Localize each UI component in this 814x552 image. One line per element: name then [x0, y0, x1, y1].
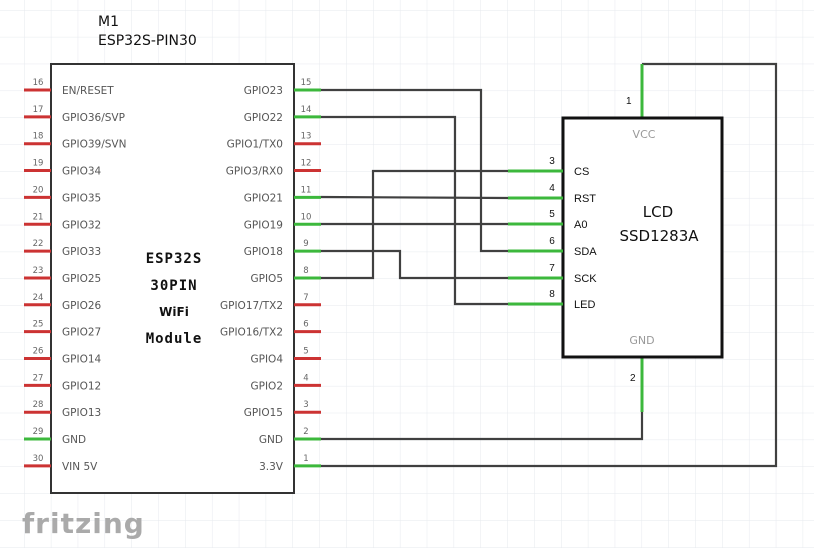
lcd-part: SSD1283A — [619, 227, 699, 245]
esp-pin-label: GPIO17/TX2 — [220, 300, 283, 312]
esp-pin-label: GPIO32 — [62, 219, 101, 231]
esp-pin-number: 22 — [33, 239, 44, 249]
esp-pin-number: 17 — [33, 105, 44, 115]
esp-pin-number: 14 — [301, 105, 312, 115]
esp-pin-label: GPIO39/SVN — [62, 139, 126, 151]
module-body — [50, 63, 295, 494]
esp-pin-number: 30 — [33, 454, 44, 464]
module-body-line-2: 30PIN — [150, 278, 197, 294]
esp-pin-number: 10 — [301, 212, 312, 222]
esp-pin-label: GPIO13 — [62, 407, 101, 419]
lcd-pin-number: 7 — [549, 263, 555, 274]
esp-pin-number: 29 — [33, 427, 44, 437]
esp-pin-number: 26 — [33, 347, 44, 357]
esp-pin-number: 18 — [33, 132, 44, 142]
esp-pin-label: GPIO26 — [62, 300, 102, 312]
esp-pin-number: 21 — [33, 212, 44, 222]
lcd-pin-label: LED — [574, 299, 595, 311]
esp-pin-label: GPIO16/TX2 — [220, 327, 283, 339]
lcd-module[interactable]: 1 2 VCC GND LCD SSD1283A 3 CS 4 RST 5 A0 6 SDA 7… — [508, 64, 724, 412]
lcd-pin-number: 8 — [549, 289, 555, 300]
module-body-line-3: WiFi — [159, 305, 189, 319]
wire-gpio22-to-led[interactable] — [321, 115, 508, 306]
esp-pin-number: 8 — [303, 266, 308, 276]
module-body-line-4: Module — [146, 331, 203, 347]
esp-pin-number: 28 — [33, 400, 44, 410]
esp-pin-number: 27 — [33, 373, 44, 383]
esp-pin-number: 11 — [301, 185, 312, 195]
esp-pin-number: 25 — [33, 320, 44, 330]
lcd-title: LCD — [643, 203, 673, 221]
esp-pin-number: 16 — [33, 78, 44, 88]
lcd-gnd-label: GND — [629, 334, 654, 347]
wire-gpio18-to-sck[interactable] — [321, 249, 508, 280]
wire-gnd-to-gnd[interactable] — [321, 412, 644, 441]
esp-pin-label: GPIO15 — [244, 407, 283, 419]
esp-pin-label: GPIO1/TX0 — [227, 139, 283, 151]
esp-pin-label: GPIO21 — [244, 192, 283, 204]
esp-pin-label: GPIO12 — [62, 380, 101, 392]
esp-pin-label: GPIO2 — [250, 380, 283, 392]
module-body-line-1: ESP32S — [146, 251, 203, 267]
esp-pin-number: 4 — [303, 373, 308, 383]
esp-pin-label: GPIO25 — [62, 273, 101, 285]
esp-pin-label: GPIO35 — [62, 192, 101, 204]
wire-33v-to-vcc[interactable] — [321, 62, 778, 468]
esp-pin-number: 3 — [303, 400, 308, 410]
lcd-pin-label: CS — [574, 166, 589, 178]
esp32-module[interactable]: M1 ESP32S-PIN30 ESP32S 30PIN WiFi Module… — [24, 14, 321, 494]
fritzing-watermark: fritzing — [22, 507, 145, 540]
lcd-pin-label: SDA — [574, 246, 597, 258]
esp-pin-number: 2 — [303, 427, 308, 437]
esp-pin-label: EN/RESET — [62, 85, 114, 97]
esp-pin-number: 12 — [301, 159, 312, 169]
esp-pin-number: 15 — [301, 78, 312, 88]
wire-gpio21-to-rst[interactable] — [320, 195, 509, 200]
esp-pin-label: GPIO3/RX0 — [226, 166, 283, 178]
lcd-pin-number: 4 — [549, 183, 555, 194]
lcd-pin-number: 3 — [549, 156, 555, 167]
lcd-pin-label: RST — [574, 193, 596, 205]
module-part: ESP32S-PIN30 — [98, 33, 197, 49]
esp-pin-label: VIN 5V — [62, 461, 98, 473]
esp-pin-number: 19 — [33, 159, 44, 169]
esp-pin-label: GPIO27 — [62, 327, 101, 339]
esp-pin-label: GPIO22 — [244, 112, 283, 124]
lcd-pin-number: 6 — [549, 236, 555, 247]
lcd-pin-number: 5 — [549, 209, 555, 220]
esp-pin-label: GND — [259, 434, 283, 446]
lcd-vcc-label: VCC — [633, 128, 656, 141]
esp-pin-number: 20 — [33, 185, 44, 195]
esp-pin-label: GPIO14 — [62, 354, 102, 366]
lcd-body — [561, 116, 724, 359]
esp-pin-label: GPIO34 — [62, 166, 102, 178]
wire-gpio5-to-cs[interactable] — [321, 169, 508, 280]
esp-pin-label: GPIO5 — [250, 273, 283, 285]
esp-pin-label: GPIO36/SVP — [62, 112, 125, 124]
esp-pin-number: 9 — [303, 239, 308, 249]
esp-pin-label: GND — [62, 434, 86, 446]
esp-pin-label: GPIO19 — [244, 219, 283, 231]
esp-pin-number: 13 — [301, 132, 312, 142]
esp-pin-label: GPIO33 — [62, 246, 101, 258]
lcd-gnd-pin-number: 2 — [630, 373, 636, 384]
esp-pin-number: 6 — [303, 320, 308, 330]
lcd-pin-label: A0 — [574, 219, 587, 231]
esp-pin-number: 7 — [303, 293, 308, 303]
lcd-vcc-pin-number: 1 — [626, 96, 632, 107]
lcd-pin-label: SCK — [574, 273, 597, 285]
module-ref: M1 — [98, 14, 119, 30]
esp-pin-number: 1 — [303, 454, 308, 464]
wires — [320, 62, 778, 468]
esp-pin-label: 3.3V — [259, 461, 284, 473]
esp-pin-label: GPIO18 — [244, 246, 283, 258]
esp-pin-label: GPIO23 — [244, 85, 283, 97]
esp-pin-number: 24 — [33, 293, 44, 303]
esp-pin-number: 23 — [33, 266, 44, 276]
esp-pin-label: GPIO4 — [250, 354, 283, 366]
esp-pin-number: 5 — [303, 347, 308, 357]
